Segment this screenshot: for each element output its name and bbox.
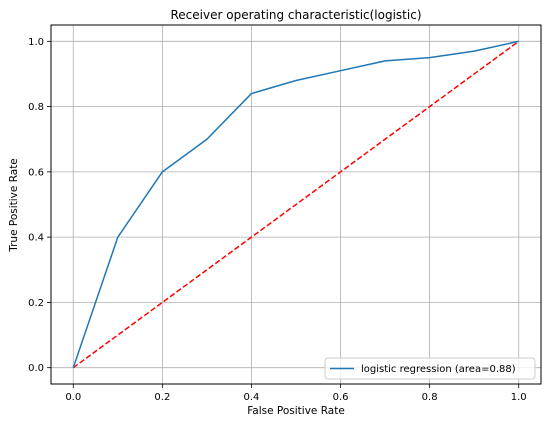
y-tick-label: 0.4 [28,233,44,244]
x-tick-label: 0.6 [333,392,349,403]
legend-box [324,357,536,380]
y-tick-label: 0.6 [28,167,44,178]
y-tick-label: 0.2 [28,298,44,309]
y-axis-label: True Positive Rate [8,158,20,253]
roc-curve-line [72,40,519,368]
y-tick-label: 1.0 [28,37,44,48]
chance-diagonal-line [72,40,520,369]
y-tick-label: 0.0 [28,363,44,374]
chart-title: Receiver operating characteristic(logist… [171,8,422,22]
plot-frame [50,24,542,385]
series-layer [72,40,520,369]
x-tick-label: 0.0 [65,392,81,403]
x-tick-label: 1.0 [511,392,527,403]
x-tick-label: 0.2 [154,392,170,403]
axis-ticks: 0.0 0.2 0.4 0.6 0.8 1.0 0.0 0.2 0.4 0.6 0.8 1.0 [28,37,527,403]
x-axis-label: False Positive Rate [247,405,345,417]
grid [51,25,541,384]
legend: logistic regression (area=0.88) [324,357,536,380]
x-tick-label: 0.4 [244,392,260,403]
y-tick-label: 0.8 [28,102,44,113]
legend-label: logistic regression (area=0.88) [361,364,516,375]
x-tick-label: 0.8 [422,392,438,403]
